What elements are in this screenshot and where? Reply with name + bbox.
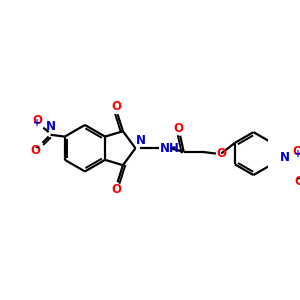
Text: N: N: [46, 120, 56, 133]
Text: O: O: [217, 147, 227, 160]
Text: O: O: [173, 122, 183, 135]
Text: -: -: [34, 142, 38, 152]
Text: O: O: [32, 114, 42, 127]
Text: O: O: [31, 144, 41, 157]
Text: O: O: [112, 183, 122, 196]
Text: +: +: [33, 118, 41, 128]
Text: N: N: [280, 151, 290, 164]
Text: NH: NH: [160, 142, 179, 155]
Text: -: -: [296, 174, 300, 184]
Text: O: O: [112, 100, 122, 113]
Text: +: +: [294, 149, 300, 160]
Text: O: O: [292, 145, 300, 158]
Text: O: O: [294, 175, 300, 188]
Text: N: N: [136, 134, 146, 147]
